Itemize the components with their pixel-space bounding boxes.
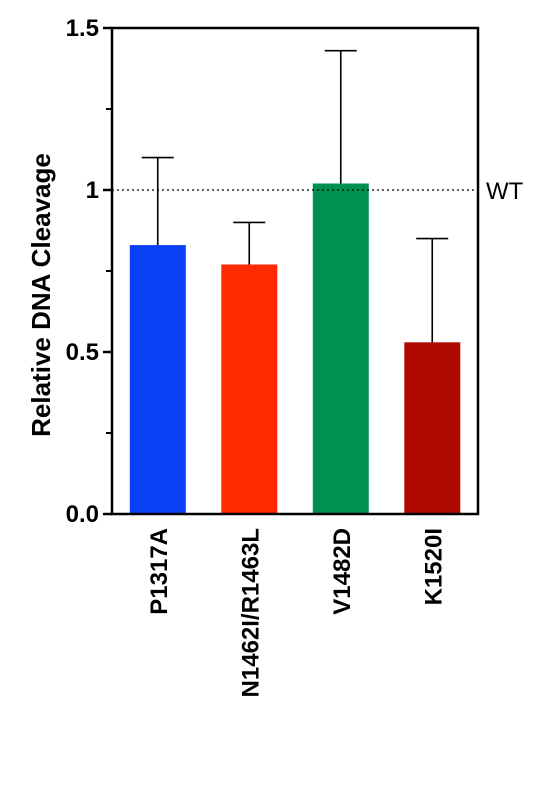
y-tick-label: 0.0 <box>66 501 99 528</box>
reference-line-label: WT <box>486 178 524 205</box>
y-tick-label: 1.5 <box>66 15 99 42</box>
x-category-label: K1520I <box>420 528 447 605</box>
y-tick-label: 1 <box>86 177 99 204</box>
bar-v1482d <box>312 183 369 514</box>
x-category-label: V1482D <box>329 528 356 615</box>
y-tick-label: 0.5 <box>66 339 99 366</box>
bar-p1317a <box>129 245 186 514</box>
bar-n1462i-r1463l <box>221 264 278 514</box>
bar-k1520i <box>404 342 461 514</box>
x-category-label: N1462I/R1463L <box>237 528 264 697</box>
y-axis-title: Relative DNA Cleavage <box>26 153 56 437</box>
x-category-label: P1317A <box>146 528 173 615</box>
